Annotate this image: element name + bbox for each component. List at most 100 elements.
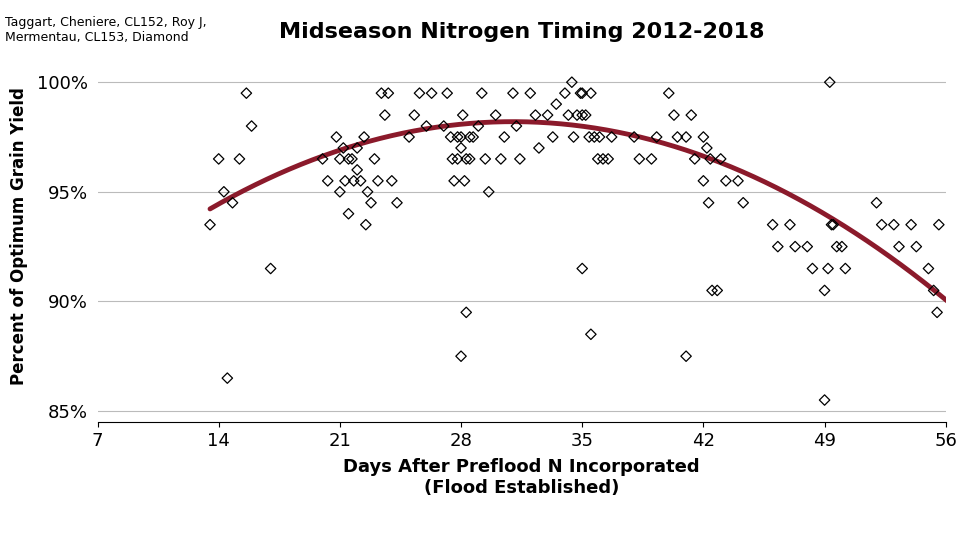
Point — [360, 187, 375, 196]
Point — [592, 133, 607, 141]
Point — [770, 242, 786, 251]
Point — [604, 133, 619, 141]
Point — [509, 122, 525, 130]
Point — [349, 144, 365, 152]
Point — [545, 133, 561, 141]
Point — [456, 176, 472, 185]
Point — [402, 133, 417, 141]
Point — [557, 89, 572, 98]
Point — [523, 89, 538, 98]
Point — [471, 122, 487, 130]
Point — [474, 89, 489, 98]
Point — [443, 133, 458, 141]
Point — [358, 220, 373, 229]
Point — [735, 198, 751, 207]
Point — [380, 89, 396, 98]
Point — [574, 111, 590, 119]
Point — [455, 111, 471, 119]
Point — [353, 176, 369, 185]
Point — [869, 198, 884, 207]
Point — [824, 220, 839, 229]
Point — [224, 198, 240, 207]
Point — [531, 144, 547, 152]
Point — [244, 122, 259, 130]
Point — [465, 133, 481, 141]
Point — [481, 187, 496, 196]
Point — [820, 264, 836, 273]
Point — [527, 111, 543, 119]
Point — [703, 155, 719, 163]
Point — [488, 111, 503, 119]
Point — [574, 89, 590, 98]
Point — [364, 198, 379, 207]
Point — [695, 176, 711, 185]
Point — [263, 264, 279, 273]
Point — [505, 89, 521, 98]
Point — [239, 89, 254, 98]
Point — [587, 133, 603, 141]
Point — [687, 155, 703, 163]
Point — [661, 89, 677, 98]
Point — [699, 144, 715, 152]
Point — [800, 242, 815, 251]
Point — [332, 155, 348, 163]
Point — [315, 155, 331, 163]
Point — [679, 133, 694, 141]
X-axis label: Days After Preflood N Incorporated
(Flood Established): Days After Preflood N Incorporated (Floo… — [343, 458, 700, 497]
Point — [817, 396, 833, 404]
Point — [340, 155, 356, 163]
Point — [566, 133, 581, 141]
Point — [931, 220, 947, 229]
Point — [572, 89, 588, 98]
Point — [817, 286, 833, 295]
Point — [478, 155, 493, 163]
Point — [349, 165, 365, 174]
Point — [920, 264, 936, 273]
Point — [493, 155, 509, 163]
Point — [909, 242, 924, 251]
Point — [569, 111, 585, 119]
Point — [891, 242, 907, 251]
Point — [644, 155, 659, 163]
Point — [595, 155, 610, 163]
Point — [670, 133, 685, 141]
Point — [540, 111, 556, 119]
Point — [384, 176, 400, 185]
Point — [232, 155, 248, 163]
Point — [449, 155, 465, 163]
Point — [626, 133, 642, 141]
Point — [496, 133, 512, 141]
Point — [370, 176, 386, 185]
Point — [202, 220, 217, 229]
Point — [581, 133, 597, 141]
Point — [838, 264, 853, 273]
Point — [583, 330, 599, 339]
Point — [822, 78, 838, 87]
Point — [903, 220, 918, 229]
Point — [320, 176, 335, 185]
Point — [564, 78, 579, 87]
Point — [332, 187, 348, 196]
Point — [344, 155, 360, 163]
Point — [449, 133, 465, 141]
Point — [695, 133, 711, 141]
Point — [219, 374, 235, 383]
Point — [826, 220, 841, 229]
Point — [561, 111, 576, 119]
Point — [549, 100, 565, 109]
Point — [764, 220, 780, 229]
Point — [367, 155, 382, 163]
Point — [926, 286, 942, 295]
Point — [453, 133, 469, 141]
Text: Taggart, Cheniere, CL152, Roy J,
Mermentau, CL153, Diamond: Taggart, Cheniere, CL152, Roy J, Merment… — [5, 16, 207, 44]
Point — [578, 111, 594, 119]
Point — [453, 352, 469, 361]
Point — [648, 133, 664, 141]
Point — [329, 133, 344, 141]
Point — [407, 111, 422, 119]
Point — [440, 89, 455, 98]
Point — [458, 308, 474, 317]
Point — [335, 144, 351, 152]
Point — [453, 144, 469, 152]
Point — [701, 198, 717, 207]
